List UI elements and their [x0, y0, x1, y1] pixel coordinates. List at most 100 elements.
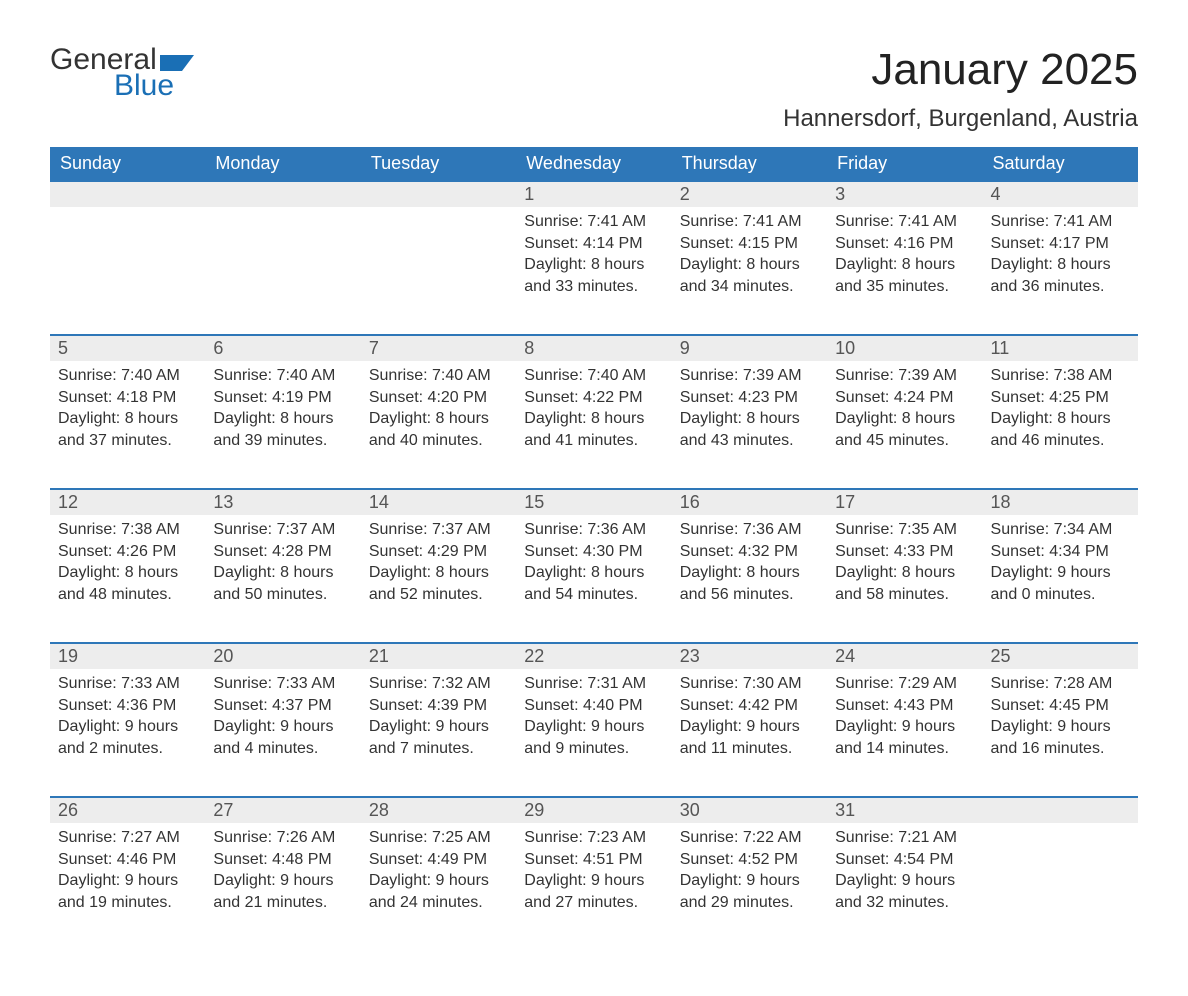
sunrise-text: Sunrise: 7:33 AM — [58, 673, 197, 695]
day-cell: Sunrise: 7:23 AMSunset: 4:51 PMDaylight:… — [516, 823, 671, 951]
day-header: Friday — [827, 147, 982, 181]
sunrise-text: Sunrise: 7:28 AM — [991, 673, 1130, 695]
sunset-text: Sunset: 4:51 PM — [524, 849, 663, 871]
daylight-text: Daylight: 8 hours — [58, 562, 197, 584]
sunrise-text: Sunrise: 7:40 AM — [58, 365, 197, 387]
daylight-text: Daylight: 8 hours — [680, 254, 819, 276]
day-cell: Sunrise: 7:40 AMSunset: 4:22 PMDaylight:… — [516, 361, 671, 489]
sunset-text: Sunset: 4:29 PM — [369, 541, 508, 563]
week-number-row: 12131415161718 — [50, 489, 1138, 515]
day-content: Sunrise: 7:41 AMSunset: 4:17 PMDaylight:… — [983, 207, 1138, 307]
day-header: Wednesday — [516, 147, 671, 181]
daylight-text: Daylight: 9 hours — [213, 716, 352, 738]
week-content-row: Sunrise: 7:38 AMSunset: 4:26 PMDaylight:… — [50, 515, 1138, 643]
day-number-cell: 20 — [205, 643, 360, 669]
sunrise-text: Sunrise: 7:27 AM — [58, 827, 197, 849]
sunset-text: Sunset: 4:30 PM — [524, 541, 663, 563]
sunset-text: Sunset: 4:20 PM — [369, 387, 508, 409]
header: General Blue January 2025 Hannersdorf, B… — [50, 45, 1138, 133]
day-content: Sunrise: 7:33 AMSunset: 4:37 PMDaylight:… — [205, 669, 360, 769]
week-number-row: 19202122232425 — [50, 643, 1138, 669]
day-content: Sunrise: 7:25 AMSunset: 4:49 PMDaylight:… — [361, 823, 516, 923]
day-content: Sunrise: 7:39 AMSunset: 4:24 PMDaylight:… — [827, 361, 982, 461]
day-content: Sunrise: 7:40 AMSunset: 4:20 PMDaylight:… — [361, 361, 516, 461]
day-cell — [361, 207, 516, 335]
week-content-row: Sunrise: 7:41 AMSunset: 4:14 PMDaylight:… — [50, 207, 1138, 335]
daylight-text: and 52 minutes. — [369, 584, 508, 606]
week-content-row: Sunrise: 7:33 AMSunset: 4:36 PMDaylight:… — [50, 669, 1138, 797]
daylight-text: Daylight: 8 hours — [213, 562, 352, 584]
sunset-text: Sunset: 4:24 PM — [835, 387, 974, 409]
day-cell: Sunrise: 7:33 AMSunset: 4:36 PMDaylight:… — [50, 669, 205, 797]
sunrise-text: Sunrise: 7:39 AM — [680, 365, 819, 387]
daylight-text: and 27 minutes. — [524, 892, 663, 914]
brand-word-2: Blue — [114, 71, 194, 101]
day-content: Sunrise: 7:38 AMSunset: 4:26 PMDaylight:… — [50, 515, 205, 615]
sunset-text: Sunset: 4:49 PM — [369, 849, 508, 871]
day-number-cell: 16 — [672, 489, 827, 515]
daylight-text: and 11 minutes. — [680, 738, 819, 760]
location-subtitle: Hannersdorf, Burgenland, Austria — [783, 105, 1138, 133]
day-number-cell — [50, 181, 205, 207]
sunrise-text: Sunrise: 7:41 AM — [680, 211, 819, 233]
daylight-text: Daylight: 9 hours — [369, 870, 508, 892]
day-number-cell: 23 — [672, 643, 827, 669]
daylight-text: and 56 minutes. — [680, 584, 819, 606]
day-cell: Sunrise: 7:41 AMSunset: 4:16 PMDaylight:… — [827, 207, 982, 335]
daylight-text: and 24 minutes. — [369, 892, 508, 914]
day-content: Sunrise: 7:40 AMSunset: 4:18 PMDaylight:… — [50, 361, 205, 461]
day-number-cell: 3 — [827, 181, 982, 207]
daylight-text: Daylight: 9 hours — [680, 716, 819, 738]
sunrise-text: Sunrise: 7:39 AM — [835, 365, 974, 387]
daylight-text: and 41 minutes. — [524, 430, 663, 452]
day-header: Saturday — [983, 147, 1138, 181]
daylight-text: and 54 minutes. — [524, 584, 663, 606]
day-number-cell: 1 — [516, 181, 671, 207]
day-cell: Sunrise: 7:35 AMSunset: 4:33 PMDaylight:… — [827, 515, 982, 643]
week-number-row: 567891011 — [50, 335, 1138, 361]
day-content: Sunrise: 7:32 AMSunset: 4:39 PMDaylight:… — [361, 669, 516, 769]
sunset-text: Sunset: 4:39 PM — [369, 695, 508, 717]
daylight-text: and 16 minutes. — [991, 738, 1130, 760]
day-number-cell: 30 — [672, 797, 827, 823]
sunset-text: Sunset: 4:23 PM — [680, 387, 819, 409]
day-number-cell: 12 — [50, 489, 205, 515]
day-cell: Sunrise: 7:27 AMSunset: 4:46 PMDaylight:… — [50, 823, 205, 951]
page-title: January 2025 — [783, 45, 1138, 95]
daylight-text: Daylight: 8 hours — [58, 408, 197, 430]
sunrise-text: Sunrise: 7:35 AM — [835, 519, 974, 541]
day-content: Sunrise: 7:26 AMSunset: 4:48 PMDaylight:… — [205, 823, 360, 923]
day-number-cell: 31 — [827, 797, 982, 823]
day-content: Sunrise: 7:33 AMSunset: 4:36 PMDaylight:… — [50, 669, 205, 769]
day-number-cell: 11 — [983, 335, 1138, 361]
sunrise-text: Sunrise: 7:36 AM — [524, 519, 663, 541]
day-number-cell: 15 — [516, 489, 671, 515]
daylight-text: Daylight: 8 hours — [369, 408, 508, 430]
daylight-text: and 4 minutes. — [213, 738, 352, 760]
sunrise-text: Sunrise: 7:34 AM — [991, 519, 1130, 541]
day-number-cell: 28 — [361, 797, 516, 823]
sunset-text: Sunset: 4:22 PM — [524, 387, 663, 409]
day-cell — [983, 823, 1138, 951]
day-header-row: SundayMondayTuesdayWednesdayThursdayFrid… — [50, 147, 1138, 181]
day-number-cell: 6 — [205, 335, 360, 361]
day-content: Sunrise: 7:34 AMSunset: 4:34 PMDaylight:… — [983, 515, 1138, 615]
day-cell: Sunrise: 7:36 AMSunset: 4:32 PMDaylight:… — [672, 515, 827, 643]
daylight-text: Daylight: 9 hours — [991, 716, 1130, 738]
day-content: Sunrise: 7:27 AMSunset: 4:46 PMDaylight:… — [50, 823, 205, 923]
sunset-text: Sunset: 4:42 PM — [680, 695, 819, 717]
day-content: Sunrise: 7:40 AMSunset: 4:22 PMDaylight:… — [516, 361, 671, 461]
sunset-text: Sunset: 4:46 PM — [58, 849, 197, 871]
sunset-text: Sunset: 4:26 PM — [58, 541, 197, 563]
day-number-cell: 21 — [361, 643, 516, 669]
day-content: Sunrise: 7:35 AMSunset: 4:33 PMDaylight:… — [827, 515, 982, 615]
daylight-text: and 45 minutes. — [835, 430, 974, 452]
daylight-text: and 37 minutes. — [58, 430, 197, 452]
day-number-cell: 2 — [672, 181, 827, 207]
day-cell: Sunrise: 7:38 AMSunset: 4:25 PMDaylight:… — [983, 361, 1138, 489]
daylight-text: and 58 minutes. — [835, 584, 974, 606]
sunset-text: Sunset: 4:17 PM — [991, 233, 1130, 255]
day-number-cell: 10 — [827, 335, 982, 361]
day-content: Sunrise: 7:37 AMSunset: 4:28 PMDaylight:… — [205, 515, 360, 615]
day-number-cell: 25 — [983, 643, 1138, 669]
